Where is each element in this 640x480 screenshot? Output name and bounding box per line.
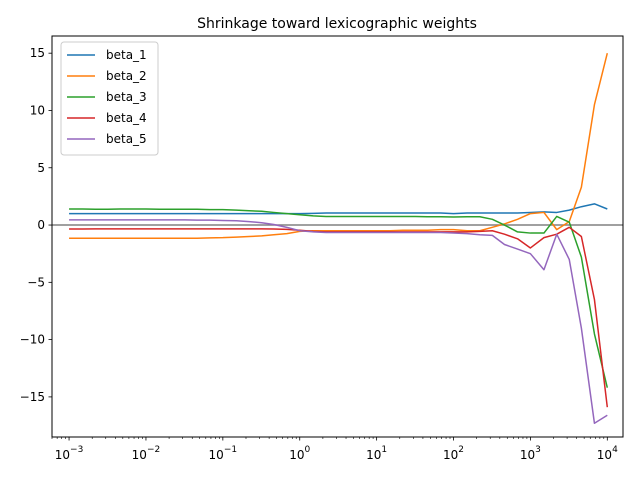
legend-label: beta_2	[106, 69, 147, 83]
series-layer	[69, 53, 609, 424]
x-tick-label: 100	[289, 445, 310, 462]
y-tick-label: 5	[37, 161, 45, 175]
x-tick-label-base: 10	[443, 448, 458, 462]
legend-box	[60, 41, 159, 156]
x-tick-label-base: 10	[289, 448, 304, 462]
y-tick-label: −5	[27, 275, 45, 289]
x-tick-label: 10−2	[132, 445, 161, 462]
legend: beta_1 beta_2 beta_3 beta_4 beta_5	[60, 41, 159, 156]
x-tick-label-exponent: −1	[224, 445, 237, 455]
axes-frame	[51, 35, 624, 438]
series-line-beta-2	[69, 53, 609, 239]
x-tick-label-base: 10	[597, 448, 612, 462]
x-axis: 10−3 10−2 10−1 100 101 102 103 104	[51, 437, 618, 462]
y-tick-label: −10	[20, 333, 45, 347]
x-tick-label-base: 10	[55, 448, 70, 462]
x-tick-label: 103	[520, 445, 541, 462]
series-line-beta-5	[69, 219, 608, 424]
x-tick-label: 10−1	[209, 445, 238, 462]
y-tick-label: −15	[20, 390, 45, 404]
x-tick-label-base: 10	[209, 448, 224, 462]
series-line-beta-1	[69, 203, 608, 215]
x-tick-label-exponent: −3	[70, 445, 83, 455]
x-tick-label-exponent: 4	[612, 445, 618, 455]
legend-label: beta_3	[106, 90, 147, 104]
x-tick-label: 10−3	[55, 445, 84, 462]
legend-label: beta_4	[106, 111, 147, 125]
x-tick-label-exponent: 3	[535, 445, 541, 455]
x-tick-label-base: 10	[366, 448, 381, 462]
x-tick-label-exponent: 2	[458, 445, 464, 455]
x-tick-label-exponent: 1	[381, 445, 387, 455]
legend-label: beta_1	[106, 48, 147, 62]
chart-title: Shrinkage toward lexicographic weights	[197, 16, 477, 32]
legend-label: beta_5	[106, 132, 147, 146]
x-tick-label: 102	[443, 445, 464, 462]
series-line-beta-3	[69, 208, 609, 388]
y-tick-label: 15	[30, 46, 45, 60]
x-tick-label: 104	[597, 445, 618, 462]
y-axis: 15 10 5 0 −5 −10 −15	[20, 46, 52, 404]
x-tick-label-base: 10	[132, 448, 147, 462]
y-tick-label: 0	[37, 218, 45, 232]
x-tick-label-exponent: −2	[147, 445, 160, 455]
x-tick-label-exponent: 0	[305, 445, 311, 455]
x-tick-label-base: 10	[520, 448, 535, 462]
x-tick-label: 101	[366, 445, 387, 462]
y-tick-label: 10	[30, 103, 45, 117]
